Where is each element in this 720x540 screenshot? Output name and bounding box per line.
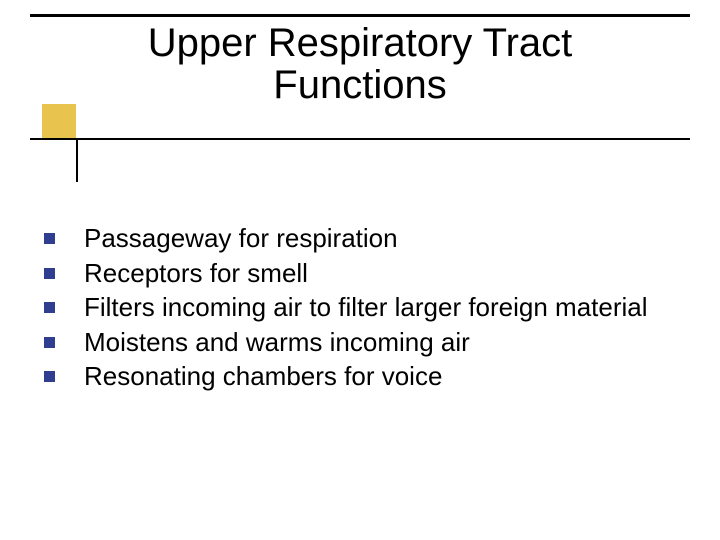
list-item-text: Resonating chambers for voice (84, 361, 442, 391)
list-item: Resonating chambers for voice (44, 360, 690, 393)
list-item: Filters incoming air to filter larger fo… (44, 291, 690, 324)
title-container: Upper Respiratory Tract Functions (0, 22, 720, 106)
list-item-text: Filters incoming air to filter larger fo… (84, 292, 648, 322)
bullet-square-icon (44, 233, 55, 244)
title-line-1: Upper Respiratory Tract (148, 21, 573, 65)
bullet-list: Passageway for respiration Receptors for… (44, 222, 690, 395)
list-item: Moistens and warms incoming air (44, 326, 690, 359)
top-rule (30, 14, 690, 17)
slide: Upper Respiratory Tract Functions Passag… (0, 0, 720, 540)
list-item-text: Receptors for smell (84, 258, 308, 288)
title-line-2: Functions (273, 63, 446, 107)
mid-rule (30, 138, 690, 140)
bullet-square-icon (44, 268, 55, 279)
list-item: Passageway for respiration (44, 222, 690, 255)
list-item-text: Passageway for respiration (84, 223, 398, 253)
list-item-text: Moistens and warms incoming air (84, 327, 470, 357)
accent-square (42, 104, 76, 138)
bullet-square-icon (44, 337, 55, 348)
vertical-line (76, 138, 78, 182)
list-item: Receptors for smell (44, 257, 690, 290)
slide-title: Upper Respiratory Tract Functions (148, 22, 573, 106)
bullet-square-icon (44, 371, 55, 382)
bullet-square-icon (44, 302, 55, 313)
